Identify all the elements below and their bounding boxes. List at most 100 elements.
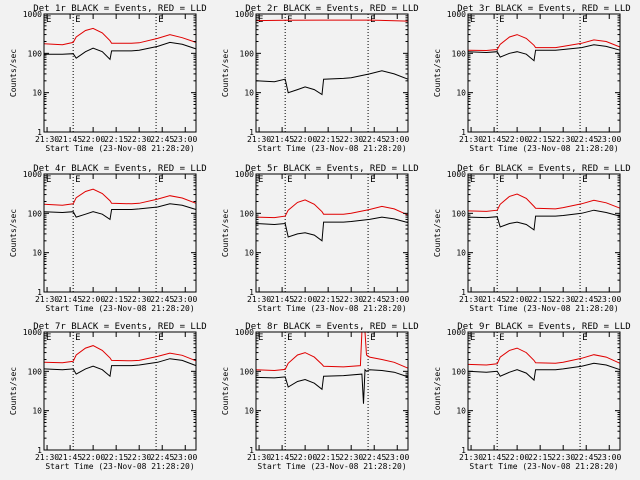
x-tick-label: 21:45 — [58, 453, 82, 462]
x-tick-label: 22:30 — [127, 295, 151, 304]
series-line-events — [255, 70, 409, 96]
x-tick-label: 21:45 — [270, 135, 294, 144]
x-tick-label: 23:00 — [385, 135, 409, 144]
y-tick-label: 100 — [28, 49, 43, 58]
marker-label: E — [582, 175, 587, 185]
x-tick-label: 21:30 — [35, 295, 59, 304]
x-tick-label: 22:00 — [293, 295, 317, 304]
x-axis-label: Start Time (23-Nov-08 21:28:20) — [45, 144, 194, 153]
x-tick-label: 23:00 — [173, 295, 197, 304]
x-tick-label: 21:45 — [482, 453, 506, 462]
panel-title: Det 4r BLACK = Events, RED = LLD — [33, 164, 206, 174]
x-axis-label: Start Time (23-Nov-08 21:28:20) — [45, 304, 194, 313]
x-tick-label: 21:30 — [247, 135, 271, 144]
panel-title: Det 2r BLACK = Events, RED = LLD — [245, 4, 418, 14]
marker-label: E — [46, 175, 51, 185]
x-tick-label: 21:30 — [35, 453, 59, 462]
y-tick-label: 10 — [244, 89, 254, 98]
x-tick-label: 23:00 — [597, 135, 621, 144]
marker-label: E — [470, 175, 475, 185]
x-tick-label: 22:45 — [150, 295, 174, 304]
marker-label: E — [158, 15, 163, 25]
x-tick-label: 22:15 — [316, 135, 340, 144]
x-tick-label: 21:30 — [247, 295, 271, 304]
y-tick-label: 1 — [37, 128, 42, 137]
x-tick-label: 21:45 — [482, 295, 506, 304]
y-tick-label: 1 — [37, 446, 42, 455]
y-tick-label: 1000 — [447, 10, 466, 19]
panel-title: Det 7r BLACK = Events, RED = LLD — [33, 322, 206, 332]
plot-frame — [467, 13, 621, 133]
x-tick-label: 22:45 — [150, 453, 174, 462]
plot-frame — [255, 173, 409, 293]
marker-label: E — [470, 333, 475, 343]
series-line-events — [467, 209, 621, 231]
y-tick-label: 100 — [452, 209, 467, 218]
y-tick-label: 1 — [249, 288, 254, 297]
y-tick-label: 100 — [452, 367, 467, 376]
x-tick-label: 23:00 — [173, 135, 197, 144]
y-tick-label: 1000 — [235, 10, 254, 19]
x-tick-label: 22:15 — [316, 453, 340, 462]
series-line-events — [467, 44, 621, 62]
marker-label: E — [258, 15, 263, 25]
x-tick-label: 21:30 — [247, 453, 271, 462]
marker-label: E — [582, 15, 587, 25]
marker-label: E — [46, 15, 51, 25]
marker-label: E — [258, 175, 263, 185]
marker-label: E — [158, 175, 163, 185]
series-line-lld — [43, 188, 197, 206]
panel-title: Det 5r BLACK = Events, RED = LLD — [245, 164, 418, 174]
x-axis-label: Start Time (23-Nov-08 21:28:20) — [469, 304, 618, 313]
y-tick-label: 1000 — [23, 170, 42, 179]
series-line-lld — [467, 347, 621, 366]
panel-title: Det 6r BLACK = Events, RED = LLD — [457, 164, 630, 174]
marker-label: E — [46, 333, 51, 343]
series-line-events — [255, 368, 409, 404]
x-axis-label: Start Time (23-Nov-08 21:28:20) — [257, 462, 406, 471]
series-line-events — [44, 41, 197, 61]
y-tick-label: 10 — [244, 249, 254, 258]
x-tick-label: 22:15 — [528, 295, 552, 304]
x-tick-label: 22:45 — [574, 453, 598, 462]
y-tick-label: 1 — [37, 288, 42, 297]
y-tick-label: 10 — [456, 407, 466, 416]
x-tick-label: 22:15 — [104, 135, 128, 144]
series-line-lld — [255, 199, 409, 219]
x-tick-label: 22:00 — [81, 295, 105, 304]
y-tick-label: 10 — [32, 89, 42, 98]
x-tick-label: 22:30 — [551, 295, 575, 304]
marker-label: E — [158, 333, 163, 343]
x-tick-label: 22:15 — [316, 295, 340, 304]
y-tick-label: 1 — [461, 128, 466, 137]
x-axis-label: Start Time (23-Nov-08 21:28:20) — [257, 144, 406, 153]
y-axis-label: Counts/sec — [9, 49, 18, 97]
y-tick-label: 10 — [244, 407, 254, 416]
y-axis-label: Counts/sec — [221, 367, 230, 415]
panel-title: Det 1r BLACK = Events, RED = LLD — [33, 4, 206, 14]
x-tick-label: 22:00 — [505, 453, 529, 462]
plot-frame — [43, 331, 197, 451]
y-tick-label: 10 — [32, 407, 42, 416]
marker-label: E — [258, 333, 263, 343]
x-tick-label: 22:45 — [362, 135, 386, 144]
y-tick-label: 1000 — [447, 328, 466, 337]
marker-label: E — [582, 333, 587, 343]
y-axis-label: Counts/sec — [9, 367, 18, 415]
y-tick-label: 10 — [456, 89, 466, 98]
x-tick-label: 21:45 — [270, 295, 294, 304]
y-tick-label: 100 — [452, 49, 467, 58]
series-line-lld — [43, 345, 197, 364]
marker-label: E — [499, 15, 504, 25]
y-axis-label: Counts/sec — [9, 209, 18, 257]
x-tick-label: 22:30 — [339, 135, 363, 144]
x-tick-label: 22:00 — [505, 135, 529, 144]
x-tick-label: 22:30 — [551, 135, 575, 144]
plot-frame — [467, 173, 621, 293]
series-line-lld — [467, 34, 621, 52]
x-tick-label: 22:00 — [293, 135, 317, 144]
y-axis-label: Counts/sec — [433, 49, 442, 97]
